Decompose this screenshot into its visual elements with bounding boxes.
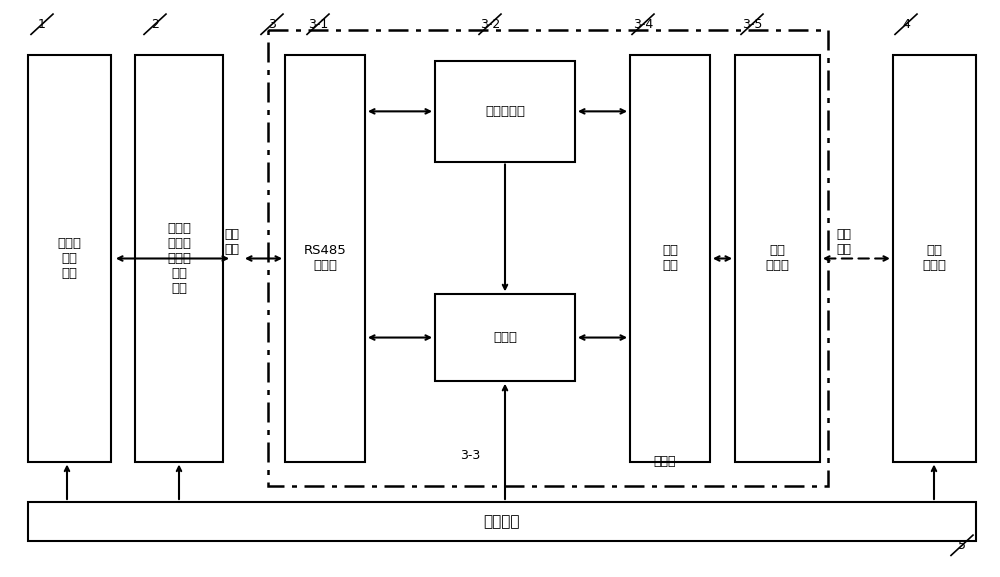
Bar xyxy=(735,55,820,462)
Text: 中继站: 中继站 xyxy=(654,455,676,468)
Text: 3-2: 3-2 xyxy=(480,18,500,31)
Text: 2: 2 xyxy=(151,18,159,31)
Bar xyxy=(435,294,575,381)
Bar xyxy=(285,55,365,462)
Text: 多个协调器: 多个协调器 xyxy=(485,104,525,118)
Text: 有线
通信: 有线 通信 xyxy=(836,228,852,256)
Text: 3: 3 xyxy=(268,18,276,31)
Text: 微处
理器: 微处 理器 xyxy=(662,244,678,272)
Text: 总控
计算机: 总控 计算机 xyxy=(922,244,946,272)
Text: 4: 4 xyxy=(902,18,910,31)
Bar xyxy=(630,55,710,462)
Text: 多个编
码器光
电信号
处理
系统: 多个编 码器光 电信号 处理 系统 xyxy=(167,222,191,295)
Bar xyxy=(893,55,976,462)
Text: 中继
计算机: 中继 计算机 xyxy=(766,244,790,272)
Text: 3-1: 3-1 xyxy=(308,18,328,31)
Bar xyxy=(135,55,223,462)
Text: 无线
通信: 无线 通信 xyxy=(224,228,240,256)
Text: 3-5: 3-5 xyxy=(742,18,762,31)
Text: 3-3: 3-3 xyxy=(460,449,480,462)
Bar xyxy=(28,55,111,462)
Bar xyxy=(435,61,575,162)
Bar xyxy=(268,30,828,486)
Text: 5: 5 xyxy=(958,539,966,552)
Text: 路由器: 路由器 xyxy=(493,331,517,344)
Text: 3-4: 3-4 xyxy=(633,18,653,31)
Text: 多个编
码器
单元: 多个编 码器 单元 xyxy=(58,237,82,280)
Text: RS485
串行卡: RS485 串行卡 xyxy=(304,244,346,272)
Bar xyxy=(28,502,976,541)
Text: 电源模块: 电源模块 xyxy=(484,514,520,529)
Text: 1: 1 xyxy=(38,18,46,31)
